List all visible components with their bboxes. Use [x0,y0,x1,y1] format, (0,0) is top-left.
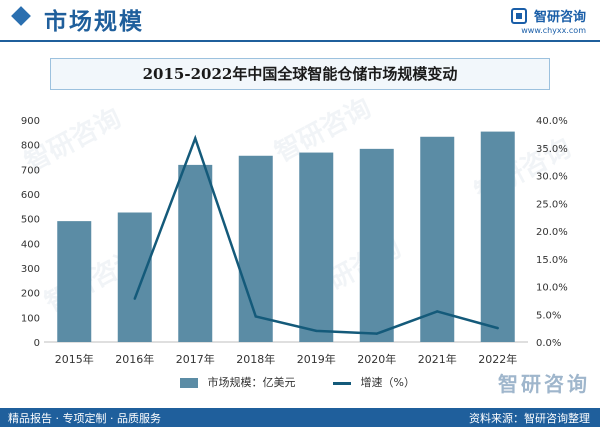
chart-title: 2015-2022年中国全球智能仓储市场规模变动 [142,65,458,83]
y-right-tick-label: 20.0% [536,227,568,238]
growth-point [133,297,136,300]
legend-swatch-bar [180,378,198,388]
x-tick-label: 2017年 [176,352,215,366]
source-logo: 智研咨询 [498,372,590,396]
x-tick-label: 2021年 [418,352,457,366]
y-left-tick-label: 500 [21,215,40,226]
footer-source: 资料来源：智研咨询整理 [469,412,590,425]
y-left-tick-label: 0 [34,338,40,349]
growth-point [254,315,257,318]
y-left-tick-label: 600 [21,190,40,201]
y-right-tick-label: 10.0% [536,283,568,294]
growth-point [496,326,499,330]
brand-url: www.chyxx.com [521,26,586,35]
y-right-tick-label: 5.0% [536,310,561,321]
bar [420,136,455,342]
footer-slogan: 精品报告 · 专项定制 · 品质服务 [8,412,161,425]
growth-point [375,332,378,335]
legend-item-bar: 市场规模：亿美元 [180,374,296,390]
y-right-tick-label: 0.0% [536,338,561,349]
y-left-tick-label: 300 [21,264,40,275]
x-tick-label: 2018年 [236,352,275,366]
y-left-tick-label: 900 [21,116,40,127]
bar [117,212,152,342]
brand-logo-icon [510,7,527,24]
legend: 市场规模：亿美元 增速（%） [180,374,449,390]
y-left-tick-label: 400 [21,239,40,250]
section-title: 市场规模 [44,9,144,35]
x-tick-label: 2022年 [478,352,517,366]
y-right-tick-label: 40.0% [536,116,568,127]
y-left-tick-label: 700 [21,165,40,176]
x-tick-label: 2016年 [115,352,154,366]
legend-label-line: 增速（%） [360,376,415,389]
x-tick-label: 2015年 [55,352,94,366]
brand: 智研咨询 www.chyxx.com [510,5,586,35]
bar [480,131,515,342]
bar [57,221,92,342]
y-left-tick-label: 800 [21,141,40,152]
footer: 精品报告 · 专项定制 · 品质服务 资料来源：智研咨询整理 [0,408,600,427]
y-left-tick-label: 100 [21,313,40,324]
y-right-tick-label: 35.0% [536,144,568,155]
bar [299,152,334,342]
x-tick-label: 2019年 [297,352,336,366]
legend-label-bar: 市场规模：亿美元 [207,376,296,389]
bar [238,155,273,342]
y-right-tick-label: 15.0% [536,255,568,266]
y-right-tick-label: 25.0% [536,199,568,210]
header-divider [0,40,600,42]
legend-item-line: 增速（%） [333,374,415,390]
growth-point [194,137,197,140]
header: 市场规模 智研咨询 www.chyxx.com [0,0,600,40]
y-left-tick-label: 200 [21,289,40,300]
x-tick-label: 2020年 [357,352,396,366]
brand-name: 智研咨询 [533,10,586,25]
chart-title-box: 2015-2022年中国全球智能仓储市场规模变动 [50,58,550,90]
y-right-tick-label: 30.0% [536,172,568,183]
growth-point [436,310,439,313]
legend-swatch-line [333,381,351,385]
bar [178,164,213,342]
growth-point [315,329,318,333]
bar [359,148,394,342]
